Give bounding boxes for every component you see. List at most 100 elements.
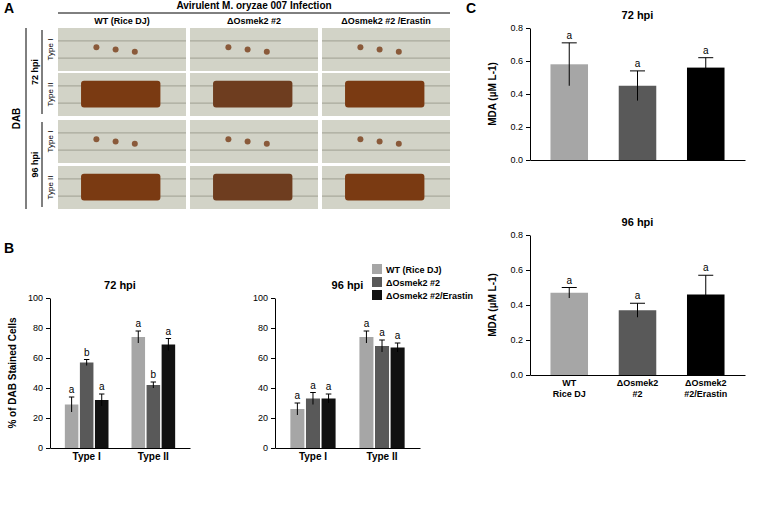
error-bar <box>395 343 401 352</box>
y-axis-title: MDA (µM L-1) <box>487 62 498 126</box>
dab-stain <box>345 174 424 201</box>
y-tick: 40 <box>258 383 275 393</box>
cell-wall <box>322 132 450 133</box>
micrograph <box>322 73 450 116</box>
cell-wall <box>322 150 450 151</box>
dab-spot <box>245 139 251 145</box>
y-tick: 0.2 <box>510 122 530 132</box>
bar <box>359 337 373 448</box>
y-tick-mark <box>526 305 530 306</box>
error-bar <box>84 360 89 366</box>
error-cap <box>295 403 301 404</box>
significance-letter: a <box>295 390 301 401</box>
plot-area <box>550 275 724 375</box>
significance-letter: a <box>566 30 572 41</box>
panel-label: C <box>466 0 476 16</box>
significance-letter: a <box>703 45 709 56</box>
dab-spot <box>225 44 231 50</box>
bar <box>322 399 336 449</box>
y-axis-line <box>530 236 531 376</box>
y-tick-mark <box>526 340 530 341</box>
y-tick-mark <box>526 160 530 161</box>
x-axis: WTRice DJΔOsmek2#2ΔOsmek2#2/Erastin <box>531 376 746 399</box>
y-tick: 40 <box>33 383 50 393</box>
micrograph <box>190 120 318 163</box>
cell-wall <box>322 40 450 41</box>
error-stem <box>71 397 72 412</box>
error-bar <box>166 339 171 351</box>
column-header: ΔOsmek2 #2 /Erastin <box>341 16 431 26</box>
timepoint-rule <box>42 30 43 114</box>
error-stem <box>382 340 383 352</box>
y-tick-label: 0 <box>38 443 43 453</box>
error-cap <box>326 394 332 395</box>
x-axis-line <box>276 448 421 449</box>
error-bar <box>562 288 577 299</box>
dab-spot <box>357 136 363 142</box>
significance-letter: a <box>166 326 172 337</box>
y-tick: 100 <box>253 293 275 303</box>
micrograph-bg <box>322 73 450 116</box>
y-tick: 0.8 <box>510 23 530 33</box>
error-stem <box>705 275 706 314</box>
plot-area <box>550 43 724 160</box>
micrograph-bg <box>190 28 318 71</box>
significance-letter: a <box>379 327 385 338</box>
cell-type-label: Type I <box>46 39 55 61</box>
error-stem <box>637 71 638 101</box>
error-cap <box>698 57 713 58</box>
dab-spot <box>113 139 119 145</box>
chart: aaa0.00.20.40.60.872 hpiMDA (µM L-1) <box>487 9 746 165</box>
significance-letter: a <box>566 275 572 286</box>
legend-label: ΔOsmek2 #2/Erastin <box>386 291 473 301</box>
error-stem <box>705 58 706 78</box>
micrograph <box>322 166 450 209</box>
cell-wall <box>190 150 318 151</box>
chart-title: 96 hpi <box>332 279 364 291</box>
error-bar <box>562 43 577 86</box>
chart-title: 72 hpi <box>104 279 136 291</box>
micrograph-bg <box>322 120 450 163</box>
bar <box>147 385 161 448</box>
y-axis: 0.00.20.40.60.8 <box>510 230 530 380</box>
y-tick: 80 <box>33 323 50 333</box>
dab-stain <box>213 81 292 108</box>
micrograph-bg <box>58 120 186 163</box>
y-tick: 0.0 <box>510 155 530 165</box>
panel-a-title: Avirulent M. oryzae 007 Infection <box>176 0 331 11</box>
y-tick-mark <box>271 418 275 419</box>
chart-title: 72 hpi <box>622 9 654 21</box>
y-tick: 80 <box>258 323 275 333</box>
cell-wall <box>58 57 186 58</box>
error-stem <box>297 403 298 415</box>
error-bar <box>69 397 74 412</box>
chart: aaa0.00.20.40.60.8WTRice DJΔOsmek2#2ΔOsm… <box>487 216 746 399</box>
y-tick-label: 80 <box>33 323 43 333</box>
x-tick: ΔOsmek2#2 <box>617 378 659 398</box>
error-stem <box>86 360 87 366</box>
chart-title: 96 hpi <box>622 216 654 228</box>
legend-label: ΔOsmek2 #2 <box>386 278 440 288</box>
timepoint-label: 96 hpi <box>30 151 40 177</box>
y-axis: 020406080100 <box>28 293 51 453</box>
y-tick-label: 0.0 <box>510 155 523 165</box>
micrograph <box>190 73 318 116</box>
micrograph-bg <box>58 166 186 209</box>
figure: ABCAvirulent M. oryzae 007 InfectionWT (… <box>0 0 759 506</box>
error-stem <box>312 393 313 405</box>
significance-letter: b <box>84 347 90 358</box>
cell-type-label: Type II <box>46 82 55 106</box>
dab-stain <box>81 174 160 201</box>
y-tick-label: 60 <box>33 353 43 363</box>
significance-letter: a <box>364 318 370 329</box>
error-bar <box>99 394 104 406</box>
error-stem <box>366 331 367 343</box>
y-tick-mark <box>46 448 50 449</box>
y-tick-label: 40 <box>33 383 43 393</box>
y-axis: 020406080100 <box>253 293 276 453</box>
cell-wall <box>58 132 186 133</box>
y-tick-label: 20 <box>258 413 268 423</box>
micrograph <box>58 73 186 116</box>
y-tick-mark <box>46 328 50 329</box>
y-tick-mark <box>526 127 530 128</box>
